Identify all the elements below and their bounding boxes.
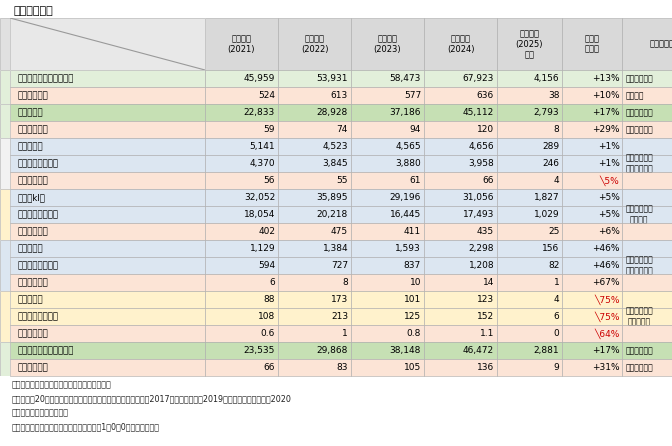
- Text: 45,112: 45,112: [463, 108, 494, 117]
- Text: +5%: +5%: [597, 210, 620, 219]
- Text: 前年比
増減率: 前年比 増減率: [585, 34, 599, 54]
- Text: +29%: +29%: [592, 125, 620, 134]
- Text: 38,148: 38,148: [390, 346, 421, 355]
- Text: 中国、アメリ
国、台湾: 中国、アメリ 国、台湾: [626, 205, 653, 224]
- Text: 22,833: 22,833: [244, 108, 275, 117]
- Text: 令和６年
(2024): 令和６年 (2024): [447, 34, 474, 54]
- Text: 6: 6: [269, 278, 275, 287]
- Text: 25: 25: [548, 227, 559, 236]
- Text: アメリカ、も
ビア、香港、: アメリカ、も ビア、香港、: [626, 154, 653, 173]
- Text: 18,054: 18,054: [244, 210, 275, 219]
- Text: 金額（億円）: 金額（億円）: [17, 91, 48, 100]
- Text: 94: 94: [410, 125, 421, 134]
- Text: +17%: +17%: [592, 346, 620, 355]
- Text: 金額（億円）: 金額（億円）: [17, 125, 48, 134]
- Text: 2,881: 2,881: [534, 346, 559, 355]
- Text: +5%: +5%: [597, 193, 620, 202]
- Text: 令和３年
(2021): 令和３年 (2021): [228, 34, 255, 54]
- Text: 数量（原料米換算、ｔ）: 数量（原料米換算、ｔ）: [17, 74, 74, 83]
- Text: 56: 56: [263, 176, 275, 185]
- Text: 16,445: 16,445: [390, 210, 421, 219]
- Text: 594: 594: [258, 261, 275, 270]
- Text: 289: 289: [542, 142, 559, 151]
- Text: 74: 74: [337, 125, 348, 134]
- Text: 0.6: 0.6: [261, 329, 275, 338]
- Text: 国、台湾: 国、台湾: [626, 91, 644, 100]
- Text: 金額（億円）: 金額（億円）: [17, 227, 48, 236]
- Text: 3,958: 3,958: [468, 159, 494, 168]
- Text: 152: 152: [477, 312, 494, 321]
- Text: 4: 4: [554, 295, 559, 304]
- Text: 53,931: 53,931: [317, 74, 348, 83]
- Text: 20,218: 20,218: [317, 210, 348, 219]
- Text: +1%: +1%: [597, 142, 620, 151]
- Text: 17,493: 17,493: [463, 210, 494, 219]
- Text: 原料米換算（ｔ）: 原料米換算（ｔ）: [17, 312, 59, 321]
- Text: 32,052: 32,052: [244, 193, 275, 202]
- Text: +46%: +46%: [592, 261, 620, 270]
- Text: 令和５年
(2023): 令和５年 (2023): [374, 34, 401, 54]
- Text: 136: 136: [477, 363, 494, 372]
- Text: 61: 61: [409, 176, 421, 185]
- Text: +67%: +67%: [592, 278, 620, 287]
- Text: 125: 125: [404, 312, 421, 321]
- Text: +10%: +10%: [592, 91, 620, 100]
- Text: 1,129: 1,129: [249, 244, 275, 253]
- Text: 数量（kl）: 数量（kl）: [17, 193, 46, 202]
- Text: +17%: +17%: [592, 108, 620, 117]
- Text: 524: 524: [258, 91, 275, 100]
- Text: 4: 4: [554, 176, 559, 185]
- Text: 577: 577: [404, 91, 421, 100]
- Text: ╲5%: ╲5%: [600, 175, 620, 186]
- Text: 23,535: 23,535: [244, 346, 275, 355]
- Text: 令和７年
(2025)
１月: 令和７年 (2025) １月: [515, 29, 543, 59]
- Text: 837: 837: [404, 261, 421, 270]
- Text: 108: 108: [258, 312, 275, 321]
- Text: ╲75%: ╲75%: [594, 294, 620, 305]
- Text: 省「貿易統計」（政府による食糧援助を除く）: 省「貿易統計」（政府による食糧援助を除く）: [11, 380, 111, 389]
- Text: 数量（ｔ）: 数量（ｔ）: [17, 142, 44, 151]
- Text: 636: 636: [477, 91, 494, 100]
- Text: 66: 66: [263, 363, 275, 372]
- Text: +13%: +13%: [592, 74, 620, 83]
- Text: 4,656: 4,656: [468, 142, 494, 151]
- Text: 3,845: 3,845: [323, 159, 348, 168]
- Text: 4,565: 4,565: [395, 142, 421, 151]
- Text: 411: 411: [404, 227, 421, 236]
- Text: 402: 402: [258, 227, 275, 236]
- Text: 粉製品のうち米粉製品の原料米換算は米粉1で0〰0％として推計。: 粉製品のうち米粉製品の原料米換算は米粉1で0〰0％として推計。: [11, 422, 159, 431]
- Text: 未満、金額20万円未満は計上されていない。パックご飯などは2017年から、米粉は2019年から、米粉鯺などは2020: 未満、金額20万円未満は計上されていない。パックご飯などは2017年から、米粉は…: [11, 394, 291, 403]
- Text: 67,923: 67,923: [463, 74, 494, 83]
- Text: 2,298: 2,298: [468, 244, 494, 253]
- Text: 0: 0: [554, 329, 559, 338]
- Text: 2,793: 2,793: [534, 108, 559, 117]
- Text: 数量（ｔ）: 数量（ｔ）: [17, 108, 44, 117]
- Text: 45,959: 45,959: [244, 74, 275, 83]
- Text: 28,928: 28,928: [317, 108, 348, 117]
- Text: 105: 105: [404, 363, 421, 372]
- Text: 1,827: 1,827: [534, 193, 559, 202]
- Text: 1,384: 1,384: [323, 244, 348, 253]
- Text: 1.1: 1.1: [480, 329, 494, 338]
- Text: 1: 1: [342, 329, 348, 338]
- Text: 出実績の推移: 出実績の推移: [13, 6, 53, 16]
- Text: 8: 8: [554, 125, 559, 134]
- Text: 55: 55: [337, 176, 348, 185]
- Text: 37,186: 37,186: [390, 108, 421, 117]
- Text: 123: 123: [477, 295, 494, 304]
- Text: 原料米換算（ｔ）: 原料米換算（ｔ）: [17, 210, 59, 219]
- Text: 83: 83: [337, 363, 348, 372]
- Text: 原料米換算（ｔ）: 原料米換算（ｔ）: [17, 261, 59, 270]
- Text: ル、台湾、台: ル、台湾、台: [626, 363, 653, 372]
- Text: 0.8: 0.8: [407, 329, 421, 338]
- Text: ドイツ、アメ
ンガポール: ドイツ、アメ ンガポール: [626, 307, 653, 326]
- Text: 101: 101: [404, 295, 421, 304]
- Text: 66: 66: [482, 176, 494, 185]
- Text: ご輸出実績を集計・公表。: ご輸出実績を集計・公表。: [11, 408, 69, 417]
- Text: 727: 727: [331, 261, 348, 270]
- Text: 38: 38: [548, 91, 559, 100]
- Text: 9: 9: [554, 363, 559, 372]
- Text: 10: 10: [409, 278, 421, 287]
- Text: ╲64%: ╲64%: [594, 328, 620, 339]
- Text: 令和４年
(2022): 令和４年 (2022): [301, 34, 328, 54]
